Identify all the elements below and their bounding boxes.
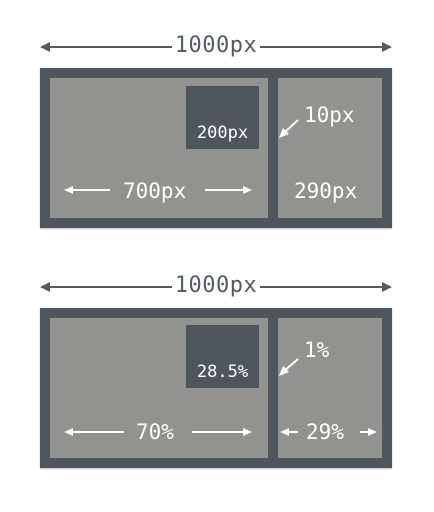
side-width-label: 29% (306, 420, 344, 444)
percent-box-label: 28.5% (196, 362, 249, 382)
main-width-label: 700px (123, 179, 187, 203)
total-width-dimension: 1000px (38, 269, 394, 305)
diagram-percent: 1000px 28.5% 70% 1% 29% (0, 240, 434, 512)
main-column: 200px 700px (50, 78, 268, 218)
diagram-pixels: 1000px 200px 700px 10px 290px (0, 0, 434, 240)
main-width-label: 70% (136, 420, 174, 444)
percent-box: 28.5% (186, 325, 259, 388)
side-column: 1% 29% (278, 318, 382, 458)
main-column: 28.5% 70% (50, 318, 268, 458)
side-width-label: 290px (294, 179, 358, 203)
fixed-box: 200px (186, 86, 259, 149)
gap-label: 10px (304, 103, 355, 127)
total-width-label: 1000px (171, 273, 261, 298)
total-width-label: 1000px (171, 33, 261, 58)
fixed-box-label: 200px (196, 123, 249, 143)
gap-label: 1% (304, 338, 330, 362)
side-column: 10px 290px (278, 78, 382, 218)
layout-frame: 28.5% 70% 1% 29% (40, 308, 392, 468)
layout-frame: 200px 700px 10px 290px (40, 68, 392, 228)
total-width-dimension: 1000px (38, 29, 394, 65)
